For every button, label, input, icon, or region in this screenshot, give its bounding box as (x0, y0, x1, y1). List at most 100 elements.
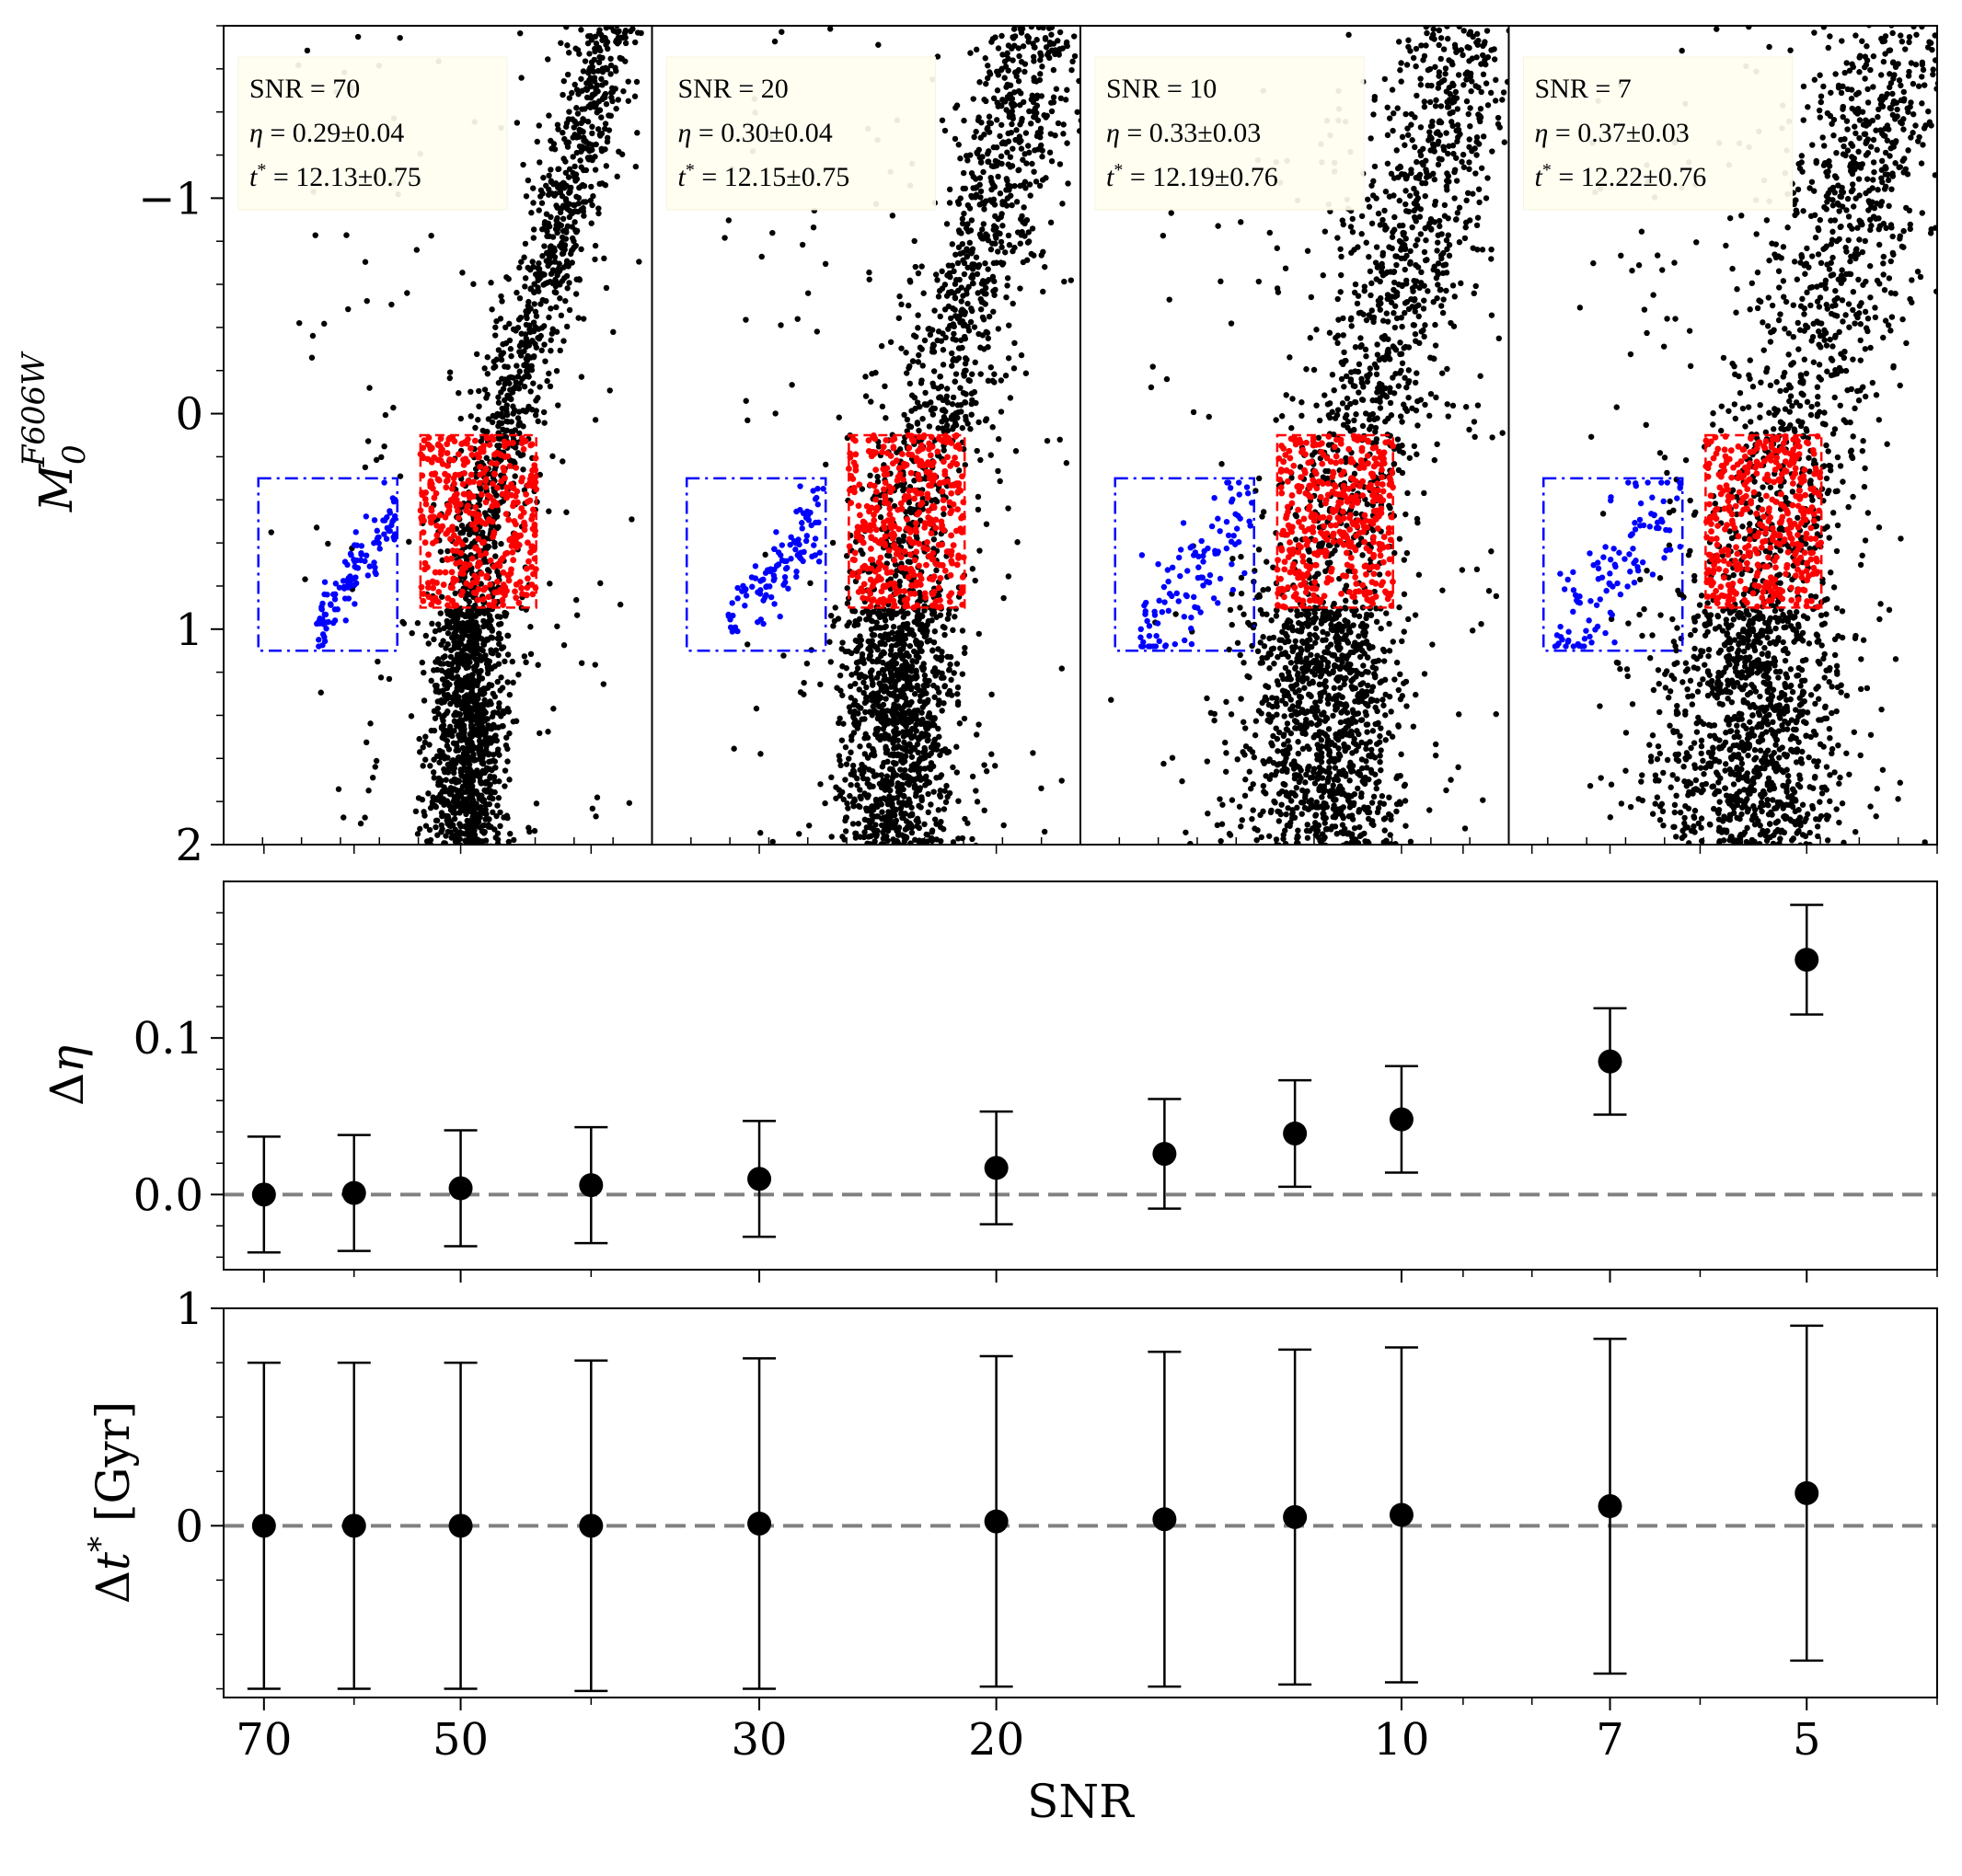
rgb-star (459, 529, 467, 536)
ms-star (874, 698, 881, 705)
field-star (335, 786, 342, 792)
rgb-star (536, 288, 542, 294)
ms-star (486, 846, 491, 851)
rgb-star (995, 173, 1001, 180)
rgb-star (968, 217, 975, 224)
rgb-star (955, 798, 962, 804)
rgb-star (1017, 182, 1023, 190)
rgb-star (941, 127, 949, 134)
rgb-star (943, 422, 951, 429)
ms-star (901, 683, 907, 690)
ms-star (459, 846, 465, 852)
rgb-star (607, 55, 614, 63)
rgb-star (1039, 154, 1045, 160)
ms-star (439, 676, 446, 683)
rhb-star (515, 542, 523, 548)
ms-star (843, 814, 849, 821)
rgb-star (518, 75, 525, 81)
rhb-star (491, 589, 499, 596)
rgb-star (592, 167, 599, 173)
rgb-star (563, 258, 571, 264)
rgb-star (998, 32, 1005, 40)
rgb-star (1028, 250, 1034, 258)
rhb-star (431, 513, 437, 521)
ms-star (482, 816, 489, 823)
rgb-star (507, 346, 514, 352)
ms-star (490, 690, 497, 697)
rgb-star (595, 59, 603, 66)
field-star (340, 814, 347, 821)
rgb-star (974, 731, 980, 738)
field-star (555, 166, 562, 172)
rgb-star (533, 313, 540, 319)
rhb-star (506, 463, 514, 469)
ms-star (871, 773, 878, 779)
rgb-star (1027, 17, 1033, 22)
rgb-star (1004, 195, 1011, 201)
rgb-star (570, 235, 576, 242)
field-star (367, 720, 374, 727)
rgb-star (1031, 44, 1038, 51)
rgb-star (541, 243, 548, 249)
rgb-star (516, 420, 523, 426)
rgb-star (972, 359, 978, 366)
ms-star (482, 622, 489, 629)
ms-star (488, 650, 495, 656)
rgb-star (631, 93, 639, 99)
rgb-star (1001, 75, 1008, 81)
ms-star (881, 833, 888, 840)
rgb-star (1048, 108, 1056, 115)
ms-star (921, 672, 929, 679)
ms-star (950, 627, 956, 634)
rgb-star (860, 550, 866, 558)
rgb-star (571, 244, 578, 250)
ms-star (414, 861, 420, 867)
rhb-star (476, 454, 483, 461)
field-star (1058, 777, 1065, 784)
rgb-star (583, 86, 589, 92)
ms-star (497, 846, 502, 851)
field-star (934, 685, 941, 691)
ms-star (453, 851, 458, 857)
ms-star (867, 856, 872, 861)
rgb-star (959, 215, 966, 223)
rgb-star (551, 289, 559, 295)
ms-star (871, 848, 877, 854)
ms-star (486, 758, 492, 765)
rgb-star (962, 361, 969, 367)
ms-star (857, 743, 863, 750)
ms-star (879, 666, 886, 673)
ms-star (873, 624, 880, 631)
ms-star (881, 824, 888, 831)
ms-star (444, 787, 451, 794)
ms-star (467, 695, 474, 702)
rhb-star (512, 588, 518, 595)
rgb-star (578, 27, 584, 33)
ms-star (950, 764, 956, 771)
rgb-star (1021, 204, 1027, 211)
rgb-star (557, 209, 564, 216)
field-star (504, 632, 511, 639)
field-star (1058, 665, 1065, 672)
rgb-star (500, 426, 506, 433)
rgb-star (576, 128, 583, 134)
rhb-star (448, 485, 456, 492)
bhb-star (344, 561, 351, 569)
rgb-star (1009, 201, 1015, 209)
rgb-star (562, 297, 569, 305)
ms-star (921, 744, 928, 752)
ms-star (863, 824, 870, 831)
rhb-star (527, 442, 535, 449)
field-star (925, 765, 932, 771)
ms-star (918, 641, 924, 648)
rgb-star (955, 345, 963, 351)
rhb-star (462, 455, 469, 463)
rgb-star (484, 391, 490, 398)
rhb-star (477, 463, 484, 470)
rgb-star (580, 205, 586, 212)
rgb-star (961, 311, 968, 317)
ms-star (506, 730, 513, 737)
rgb-star (572, 291, 580, 297)
rgb-star (990, 95, 998, 102)
field-star (309, 332, 317, 340)
